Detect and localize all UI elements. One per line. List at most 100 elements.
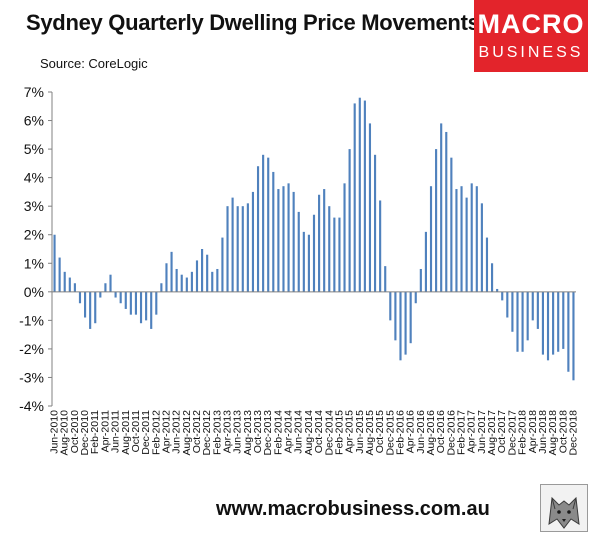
bar [409, 291, 412, 344]
bar [68, 277, 71, 292]
bar [424, 231, 427, 292]
bar [429, 186, 433, 292]
bar [368, 123, 372, 292]
bar [460, 186, 463, 292]
x-tick-label: Dec-2014 [323, 410, 335, 456]
y-tick-label: 6% [24, 113, 44, 129]
bar [338, 217, 341, 292]
bar [384, 266, 387, 292]
x-tick-label: Oct-2012 [191, 410, 203, 453]
x-tick-label: Feb-2017 [456, 410, 468, 455]
x-tick-label: Apr-2013 [222, 410, 234, 453]
bar [221, 237, 224, 292]
x-tick-label: Feb-2014 [272, 410, 284, 455]
bar [353, 103, 356, 292]
bar [323, 189, 326, 292]
y-tick-label: -1% [19, 312, 44, 328]
bar [546, 291, 550, 361]
x-tick-label: Oct-2017 [496, 410, 508, 453]
bar [165, 263, 168, 292]
bar [363, 100, 366, 292]
y-tick-label: 5% [24, 141, 44, 157]
bar [404, 291, 407, 355]
bar [104, 283, 107, 292]
bar [94, 291, 97, 324]
x-tick-label: Oct-2013 [252, 410, 264, 453]
footer-url: www.macrobusiness.com.au [216, 498, 490, 520]
bar [445, 131, 448, 292]
bar [485, 237, 489, 292]
bar [506, 291, 509, 318]
x-tick-label: Aug-2017 [486, 410, 498, 456]
bar [297, 211, 300, 292]
bar [150, 291, 153, 329]
bar [358, 97, 361, 292]
bar [333, 217, 336, 292]
bar [145, 291, 148, 321]
x-tick-label: Aug-2015 [364, 410, 376, 456]
bar [440, 123, 443, 292]
x-tick-label: Dec-2016 [445, 410, 457, 456]
x-tick-label: Dec-2010 [79, 410, 91, 456]
bar [256, 166, 260, 292]
bar [119, 291, 122, 304]
y-tick-label: 2% [24, 227, 44, 243]
bar [267, 157, 270, 292]
bar [160, 283, 163, 292]
bar [134, 291, 138, 315]
x-tick-label: Oct-2010 [69, 410, 81, 453]
bar [419, 268, 422, 292]
bar [536, 291, 539, 329]
bar [231, 197, 234, 292]
x-tick-label: Dec-2015 [384, 410, 396, 456]
bar [114, 291, 117, 298]
bar [170, 251, 173, 292]
bar [155, 291, 158, 315]
bar [246, 203, 249, 292]
bar [475, 186, 478, 292]
bar [312, 214, 316, 292]
bar [541, 291, 544, 355]
bar [511, 291, 514, 332]
x-tick-label: Aug-2011 [120, 410, 132, 455]
chart-title: Sydney Quarterly Dwelling Price Movement… [26, 10, 480, 35]
bar [84, 291, 87, 318]
bar [318, 194, 321, 292]
bar [124, 291, 127, 309]
bar [552, 291, 555, 355]
bar [99, 291, 102, 298]
x-tick-label: Oct-2016 [435, 410, 447, 453]
x-tick-label: Jun-2014 [293, 410, 305, 454]
bar [282, 186, 285, 292]
y-tick-label: -4% [19, 398, 44, 414]
bar [241, 206, 244, 292]
x-tick-label: Jun-2017 [476, 410, 488, 454]
bar [302, 231, 305, 292]
bar [399, 291, 402, 361]
bar [139, 291, 143, 324]
bar [292, 191, 295, 292]
bar [185, 277, 188, 292]
bar [277, 189, 280, 292]
bar [195, 260, 199, 292]
bar [414, 291, 417, 304]
x-tick-label: Dec-2018 [567, 410, 579, 456]
x-tick-label: Feb-2011 [89, 410, 101, 454]
bar [394, 291, 397, 341]
x-tick-label: Apr-2016 [405, 410, 417, 453]
bar [262, 154, 265, 292]
bar [373, 154, 377, 292]
y-tick-label: -2% [19, 341, 44, 357]
y-tick-label: 3% [24, 198, 44, 214]
x-tick-label: Feb-2018 [517, 410, 529, 455]
bar [516, 291, 519, 352]
bar [526, 291, 529, 341]
bar [521, 291, 524, 352]
bar [201, 249, 204, 292]
x-tick-label: Jun-2010 [49, 410, 61, 454]
y-tick-label: 1% [24, 255, 44, 271]
x-tick-label: Oct-2018 [557, 410, 569, 453]
bar [435, 149, 438, 292]
x-tick-label: Jun-2018 [537, 410, 549, 454]
bar [572, 291, 575, 381]
